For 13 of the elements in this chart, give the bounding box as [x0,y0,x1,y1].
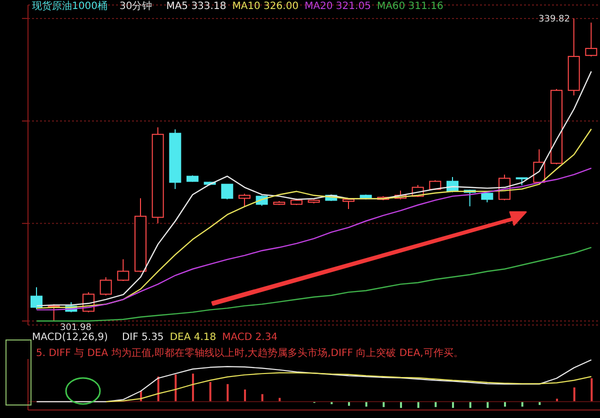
text: DIF 5.35 [122,332,164,344]
chart-subtitle: 30分钟 [119,1,152,13]
text: MACD 2.34 [222,332,278,344]
text: MA10 326.00 [232,1,299,13]
text: MA5 333.18 [166,1,226,13]
text: 5. DIFF 与 DEA 均为正值,即都在零轴线以上时,大趋势属多头市场,DIFF 向上突破 DEA,可作买。 [36,346,464,360]
text: MA60 311.16 [376,1,444,13]
annotation: 301.98 [60,323,92,334]
chart-title: MACD(12,26,9) [32,332,108,344]
text: MA20 321.05 [304,1,371,13]
text: DEA 4.18 [170,332,216,344]
chart-title: 现货原油1000桶 [32,1,108,13]
annotation: 339.82 [538,14,570,24]
